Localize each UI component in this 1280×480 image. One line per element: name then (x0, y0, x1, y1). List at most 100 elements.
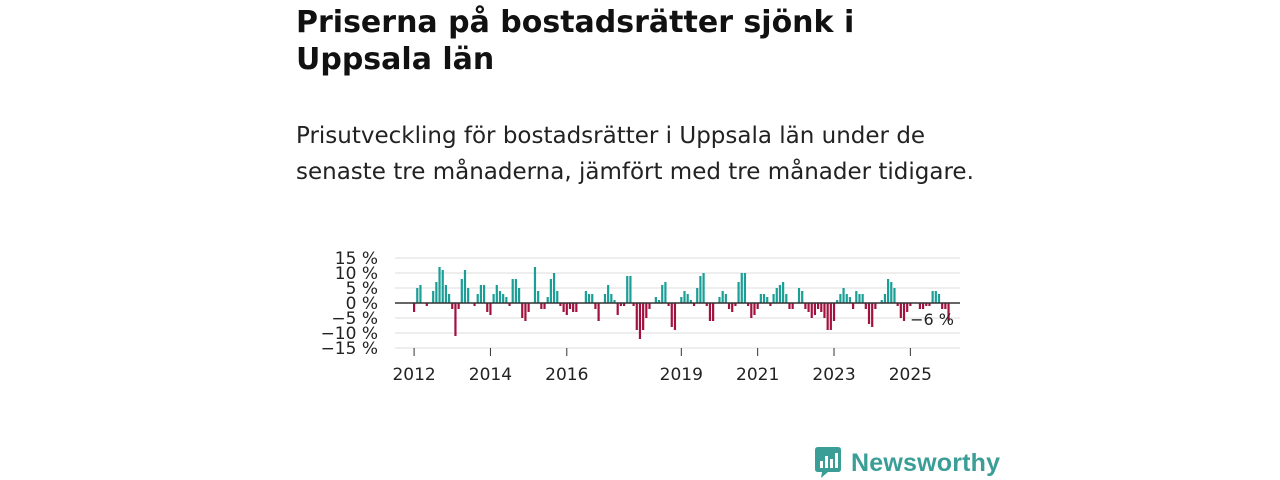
bar (514, 279, 517, 303)
bar (444, 285, 448, 303)
chart-subtitle: Prisutveckling för bostadsrätter i Uppsa… (296, 123, 974, 185)
bar-chart: 15 %10 %5 %0 %−5 %−10 %−15 % 2012 2014 201… (321, 249, 960, 385)
bar (686, 294, 689, 303)
bar (925, 303, 928, 306)
bar (629, 276, 632, 303)
chart-title: Priserna på bostadsrätter sjönk i Uppsal… (296, 5, 855, 77)
bar (527, 303, 530, 312)
bar (511, 279, 514, 303)
bar (546, 297, 549, 303)
bar (664, 282, 667, 303)
bar (540, 303, 543, 309)
bar (848, 297, 852, 303)
bar (673, 303, 677, 330)
bar (552, 273, 556, 303)
x-tick-label: 2014 (469, 365, 512, 385)
bar (743, 273, 747, 303)
bar (463, 270, 467, 303)
y-tick-label: 10 % (335, 264, 378, 284)
bar (505, 297, 508, 303)
bar (648, 303, 651, 309)
bar (565, 303, 568, 315)
bar (425, 303, 428, 306)
chart-bars-icon (815, 447, 841, 478)
bar (645, 303, 648, 318)
bar (718, 297, 721, 303)
newsworthy-logo: Newsworthy (814, 446, 1000, 480)
bar (740, 273, 743, 303)
bar (689, 300, 692, 303)
bar (785, 294, 788, 303)
bar (836, 300, 839, 303)
bar (482, 285, 486, 303)
y-tick-label: −15 % (321, 339, 378, 359)
bar (591, 294, 594, 303)
bar (603, 294, 607, 303)
bar (766, 297, 769, 303)
bar (762, 294, 766, 303)
x-tick-label: 2012 (392, 365, 435, 385)
bar (788, 303, 791, 309)
y-tick-label: −5 % (331, 309, 378, 329)
bar (864, 303, 867, 309)
bar (826, 303, 829, 330)
bar (820, 303, 823, 312)
bar (517, 288, 521, 303)
bar (479, 285, 482, 303)
bar (594, 303, 597, 309)
last-value-label: −6 % (910, 310, 954, 329)
bar (750, 303, 753, 318)
bar (537, 291, 540, 303)
bar (804, 303, 807, 309)
bar (731, 303, 734, 312)
bar (670, 303, 673, 327)
bar (486, 303, 489, 312)
bar (823, 303, 826, 318)
annotations: −6 % (910, 310, 954, 329)
bar (712, 303, 715, 321)
bar (906, 303, 909, 312)
bar (880, 300, 883, 303)
bar (753, 303, 756, 315)
bar (451, 303, 454, 309)
bar (867, 303, 871, 324)
bars (412, 267, 950, 339)
bar (699, 276, 702, 303)
bar (721, 291, 724, 303)
y-axis-labels: 15 %10 %5 %0 %−5 %−10 %−15 % (321, 249, 378, 359)
bar (734, 303, 737, 306)
bar (521, 303, 524, 318)
bar (782, 282, 785, 303)
bar (584, 291, 587, 303)
bar (839, 294, 842, 303)
bar (502, 294, 505, 303)
bar (572, 303, 575, 312)
bar (845, 294, 848, 303)
bar (702, 273, 705, 303)
x-tick-label: 2016 (545, 365, 588, 385)
bar (855, 291, 858, 303)
bar (727, 303, 731, 309)
bar (772, 294, 775, 303)
bar (626, 276, 629, 303)
y-tick-label: 5 % (346, 279, 378, 299)
bar (654, 297, 657, 303)
bar (705, 303, 708, 306)
bar (568, 303, 572, 309)
x-tick-label: 2023 (812, 365, 855, 385)
bar (756, 303, 759, 309)
bar (759, 294, 762, 303)
bar (441, 270, 444, 303)
x-tick-label: 2021 (736, 365, 779, 385)
bar (810, 303, 813, 318)
bar (899, 303, 902, 318)
bar (543, 303, 546, 309)
bar (708, 303, 712, 321)
bar (508, 303, 511, 306)
bar (769, 303, 772, 306)
bar (454, 303, 457, 336)
bar (476, 294, 479, 303)
bar (549, 279, 552, 303)
bar (928, 303, 931, 306)
bar (457, 303, 460, 309)
